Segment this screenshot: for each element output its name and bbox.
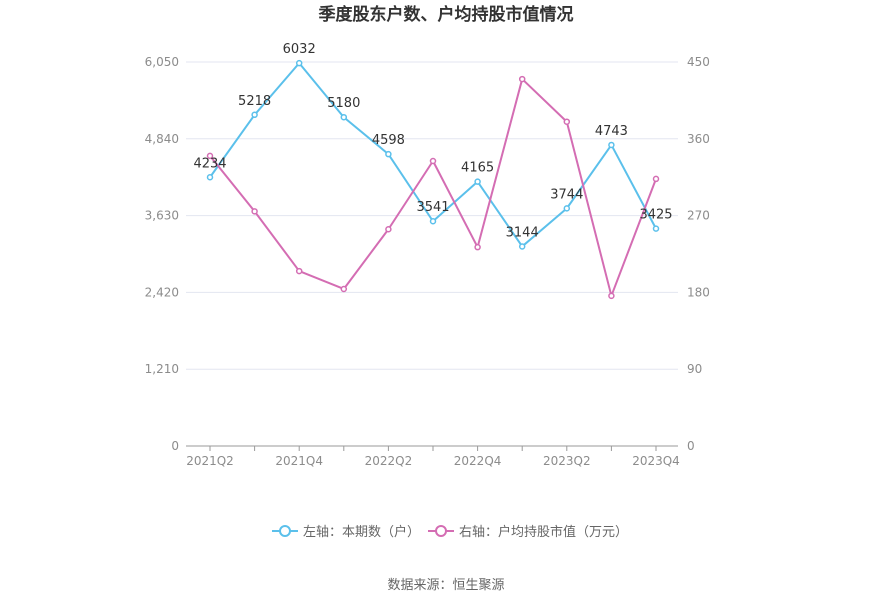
data-point[interactable] (563, 205, 571, 212)
x-tick-label: 2022Q2 (365, 454, 413, 468)
legend: 左轴：本期数（户） 右轴：户均持股市值（万元） (272, 524, 628, 540)
left-tick-label: 1,210 (145, 362, 179, 376)
data-point[interactable] (652, 225, 660, 232)
right-tick-label: 360 (687, 132, 710, 146)
legend-item-right-series[interactable]: 右轴：户均持股市值（万元） (428, 524, 628, 540)
data-label: 4234 (193, 156, 226, 171)
x-tick-label: 2021Q2 (186, 454, 234, 468)
data-point[interactable] (518, 243, 526, 250)
data-point[interactable] (518, 75, 526, 83)
data-point[interactable] (251, 111, 258, 119)
data-point[interactable] (474, 243, 481, 251)
data-point[interactable] (206, 174, 214, 181)
x-tick-label: 2022Q4 (454, 454, 502, 468)
right-tick-label: 90 (687, 362, 702, 376)
data-point[interactable] (251, 208, 258, 215)
data-point[interactable] (563, 118, 571, 125)
series-lines (209, 62, 657, 297)
legend-label-left: 左轴：本期数（户） (303, 524, 420, 540)
source-note: 数据来源：恒生聚源 (387, 578, 504, 593)
left-tick-label: 4,840 (145, 132, 179, 146)
x-tick-label: 2023Q2 (543, 454, 591, 468)
left-axis-ticks: 0 1,210 2,420 3,630 4,840 6,050 (145, 55, 179, 453)
right-tick-label: 450 (687, 55, 710, 69)
data-point[interactable] (652, 175, 660, 183)
legend-item-left-series[interactable]: 左轴：本期数（户） (272, 524, 420, 540)
data-point[interactable] (385, 226, 392, 233)
data-label: 3744 (550, 187, 583, 202)
left-tick-label: 0 (171, 439, 179, 453)
legend-label-right: 右轴：户均持股市值（万元） (459, 524, 628, 540)
right-axis-ticks: 0 90 180 270 360 450 (687, 55, 710, 453)
data-label: 4598 (372, 133, 405, 148)
series-points (206, 59, 660, 300)
left-tick-label: 3,630 (145, 209, 179, 223)
legend-marker-left (279, 525, 291, 537)
data-point[interactable] (429, 217, 437, 225)
data-point[interactable] (340, 285, 348, 293)
data-point[interactable] (295, 59, 303, 67)
data-point[interactable] (385, 150, 392, 158)
x-axis-ticks: 2021Q2 2021Q4 2022Q2 2022Q4 2023Q2 2023Q4 (186, 446, 680, 468)
data-label: 3541 (416, 200, 449, 215)
x-tick-label: 2021Q4 (275, 454, 323, 468)
data-point[interactable] (295, 267, 303, 275)
data-label: 4165 (461, 161, 494, 176)
left-tick-label: 2,420 (145, 285, 179, 299)
data-label: 6032 (283, 42, 316, 57)
legend-marker-right (435, 525, 447, 537)
data-label: 3425 (639, 208, 672, 223)
data-labels: 4234 5218 6032 5180 4598 3541 4165 3144 3744 4743… (193, 42, 672, 240)
left-tick-label: 6,050 (145, 55, 179, 69)
grid-lines (186, 61, 678, 370)
data-point[interactable] (608, 141, 615, 149)
right-tick-label: 180 (687, 285, 710, 299)
x-tick-label: 2023Q4 (632, 454, 680, 468)
data-point[interactable] (340, 113, 348, 121)
data-point[interactable] (608, 292, 615, 300)
series-line-avg-market-value (209, 78, 657, 297)
data-label: 4743 (595, 124, 628, 139)
chart-title: 季度股东户数、户均持股市值情况 (319, 4, 574, 25)
data-label: 5180 (327, 96, 360, 111)
right-tick-label: 270 (687, 209, 710, 223)
data-point[interactable] (474, 178, 481, 185)
right-tick-label: 0 (687, 439, 695, 453)
data-label: 3144 (506, 225, 539, 240)
data-point[interactable] (206, 152, 214, 160)
data-label: 5218 (238, 94, 271, 109)
data-point[interactable] (429, 157, 437, 165)
